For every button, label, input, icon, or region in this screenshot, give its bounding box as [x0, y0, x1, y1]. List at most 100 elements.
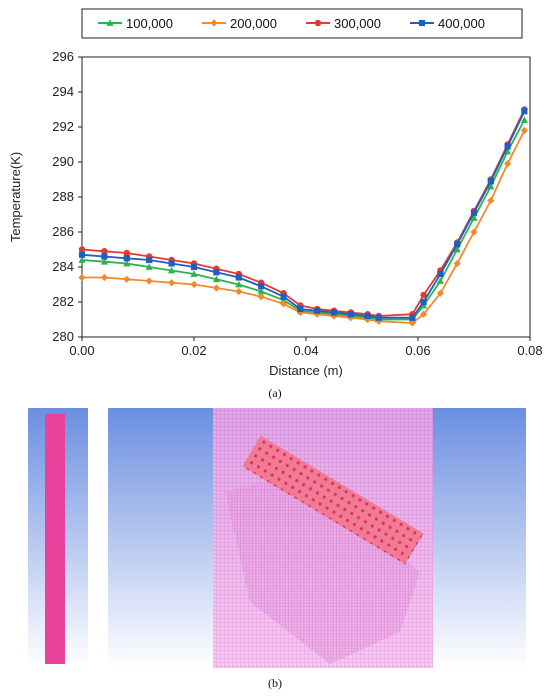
data-point-200000	[145, 277, 153, 285]
data-point-200000	[100, 273, 108, 282]
legend-label-200000: 200,000	[230, 16, 277, 31]
data-point-100000	[235, 280, 243, 288]
rotated-bar	[242, 435, 424, 565]
y-tick-label: 288	[52, 189, 74, 204]
mesh-refinement-zone	[225, 472, 420, 664]
series-line-400000	[81, 110, 526, 319]
data-point-400000	[470, 209, 478, 216]
data-point-200000	[280, 300, 288, 308]
x-tick-label: 0.00	[69, 343, 94, 358]
y-tick-label: 286	[52, 224, 74, 239]
x-axis-ticks: 0.00 0.02 0.04 0.06 0.08	[69, 337, 543, 358]
y-tick-label: 294	[52, 84, 74, 99]
caption-b: (b)	[268, 676, 282, 690]
y-axis-label: Temperature(K)	[8, 152, 23, 242]
legend-label-100000: 100,000	[126, 16, 173, 31]
data-point-400000	[258, 283, 265, 290]
data-point-300000	[420, 291, 427, 299]
y-tick-label: 292	[52, 119, 74, 134]
data-point-100000	[257, 287, 265, 295]
data-point-100000	[123, 259, 131, 267]
data-point-400000	[330, 309, 338, 316]
data-point-400000	[190, 263, 198, 271]
data-point-400000	[521, 108, 528, 115]
x-tick-label: 0.02	[181, 343, 206, 358]
data-point-100000	[280, 296, 288, 304]
data-point-200000	[420, 310, 428, 318]
data-point-100000	[504, 147, 512, 155]
data-point-400000	[314, 307, 321, 314]
data-point-300000	[123, 249, 131, 257]
data-point-200000	[78, 273, 86, 282]
data-point-100000	[168, 266, 176, 274]
y-tick-label: 282	[52, 294, 74, 309]
data-point-200000	[408, 319, 416, 327]
data-point-100000	[520, 116, 528, 123]
data-point-400000	[101, 253, 108, 260]
plot-area	[81, 56, 531, 338]
data-point-100000	[470, 214, 478, 221]
series-line-200000	[82, 130, 526, 324]
temperature-chart: 100,000 200,000 300,000 400,000 28028228428…	[8, 8, 543, 378]
data-point-200000	[453, 259, 461, 268]
legend-marker-400000	[418, 19, 426, 27]
legend-label-300000: 300,000	[334, 16, 381, 31]
data-point-200000	[470, 228, 478, 236]
data-point-400000	[168, 260, 175, 267]
data-point-200000	[504, 160, 512, 168]
data-point-100000	[453, 245, 461, 253]
data-point-400000	[487, 178, 494, 185]
data-point-400000	[504, 143, 511, 150]
data-point-100000	[100, 258, 108, 265]
series-lines	[78, 106, 528, 327]
legend-box	[81, 8, 523, 39]
data-point-400000	[420, 298, 427, 306]
series-line-100000	[81, 119, 526, 321]
data-point-400000	[454, 241, 461, 248]
data-point-200000	[212, 284, 220, 292]
data-point-400000	[437, 270, 444, 278]
data-point-100000	[190, 270, 198, 277]
data-point-100000	[487, 182, 495, 190]
data-point-400000	[347, 311, 354, 318]
data-point-400000	[409, 314, 416, 321]
data-point-200000	[190, 280, 198, 289]
data-point-300000	[101, 248, 108, 255]
data-point-200000	[487, 196, 495, 205]
data-point-300000	[78, 246, 86, 253]
data-point-400000	[213, 269, 220, 276]
legend-label-400000: 400,000	[438, 16, 485, 31]
y-tick-label: 284	[52, 259, 74, 274]
y-tick-label: 296	[52, 49, 74, 64]
data-point-400000	[235, 274, 242, 281]
data-point-400000	[375, 314, 382, 321]
data-point-100000	[78, 256, 86, 263]
y-axis-ticks: 280 282 284 286 288 290 292 294 296	[52, 49, 82, 344]
caption-a: (a)	[268, 386, 282, 400]
data-point-100000	[212, 275, 220, 283]
x-axis-label: Distance (m)	[269, 363, 343, 378]
x-tick-label: 0.04	[293, 343, 318, 358]
legend-marker-200000	[210, 19, 218, 27]
legend-marker-100000	[106, 19, 114, 26]
y-tick-label: 290	[52, 154, 74, 169]
data-point-100000	[436, 277, 444, 284]
x-tick-label: 0.08	[517, 343, 542, 358]
data-point-400000	[146, 256, 153, 264]
data-point-200000	[168, 279, 176, 287]
x-tick-label: 0.06	[405, 343, 430, 358]
data-point-200000	[257, 293, 265, 301]
series-line-300000	[81, 109, 526, 317]
data-point-400000	[297, 305, 304, 313]
data-point-400000	[364, 312, 371, 320]
mesh-figure	[28, 408, 526, 668]
data-point-200000	[520, 126, 528, 135]
data-point-200000	[235, 287, 243, 296]
y-tick-label: 280	[52, 329, 74, 344]
legend: 100,000 200,000 300,000 400,000	[98, 16, 485, 31]
data-point-100000	[145, 263, 153, 270]
data-point-400000	[123, 255, 130, 262]
left-panel-bar	[45, 414, 65, 664]
data-point-400000	[280, 293, 287, 300]
data-point-200000	[436, 289, 444, 297]
